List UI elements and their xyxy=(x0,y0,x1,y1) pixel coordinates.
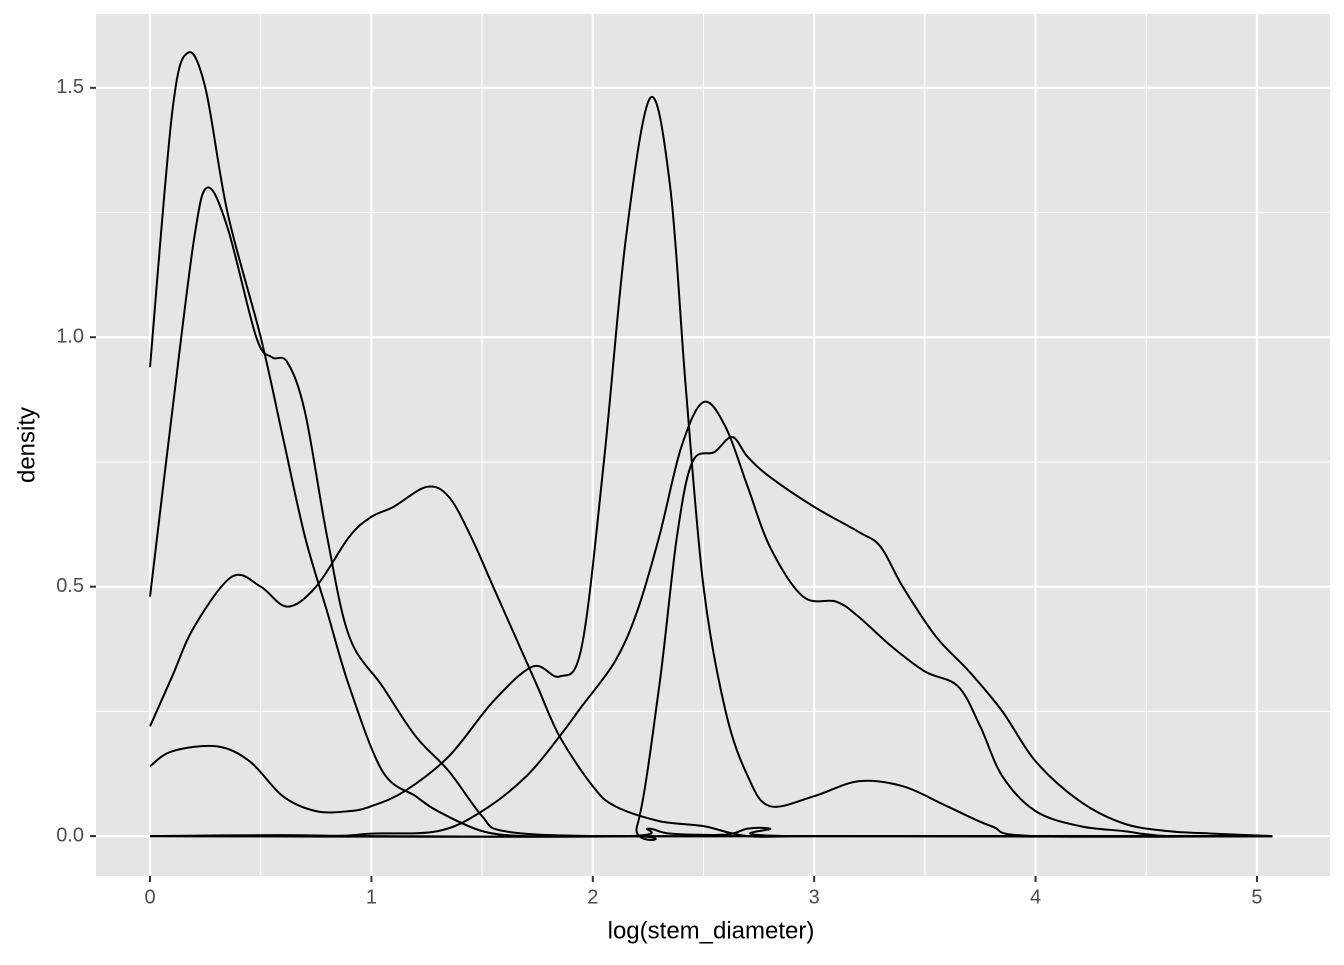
density-line xyxy=(149,95,1273,838)
x-tick-label: 1 xyxy=(366,886,377,908)
y-tick-label: 0.0 xyxy=(56,824,84,846)
x-tick-label: 2 xyxy=(587,886,598,908)
density-line xyxy=(149,485,1273,838)
y-tick-label: 0.5 xyxy=(56,575,84,597)
density-line xyxy=(150,436,1273,841)
x-axis-title: log(stem_diameter) xyxy=(608,917,815,944)
x-tick-label: 3 xyxy=(809,886,820,908)
x-tick-label: 5 xyxy=(1251,886,1262,908)
y-tick-label: 1.5 xyxy=(56,76,84,98)
y-axis-title: density xyxy=(13,407,40,483)
x-tick-label: 4 xyxy=(1030,886,1041,908)
y-tick-label: 1.0 xyxy=(56,326,84,348)
density-line xyxy=(150,400,1273,838)
panel xyxy=(96,14,1330,876)
density-line xyxy=(150,826,1273,838)
x-tick-label: 0 xyxy=(144,886,155,908)
